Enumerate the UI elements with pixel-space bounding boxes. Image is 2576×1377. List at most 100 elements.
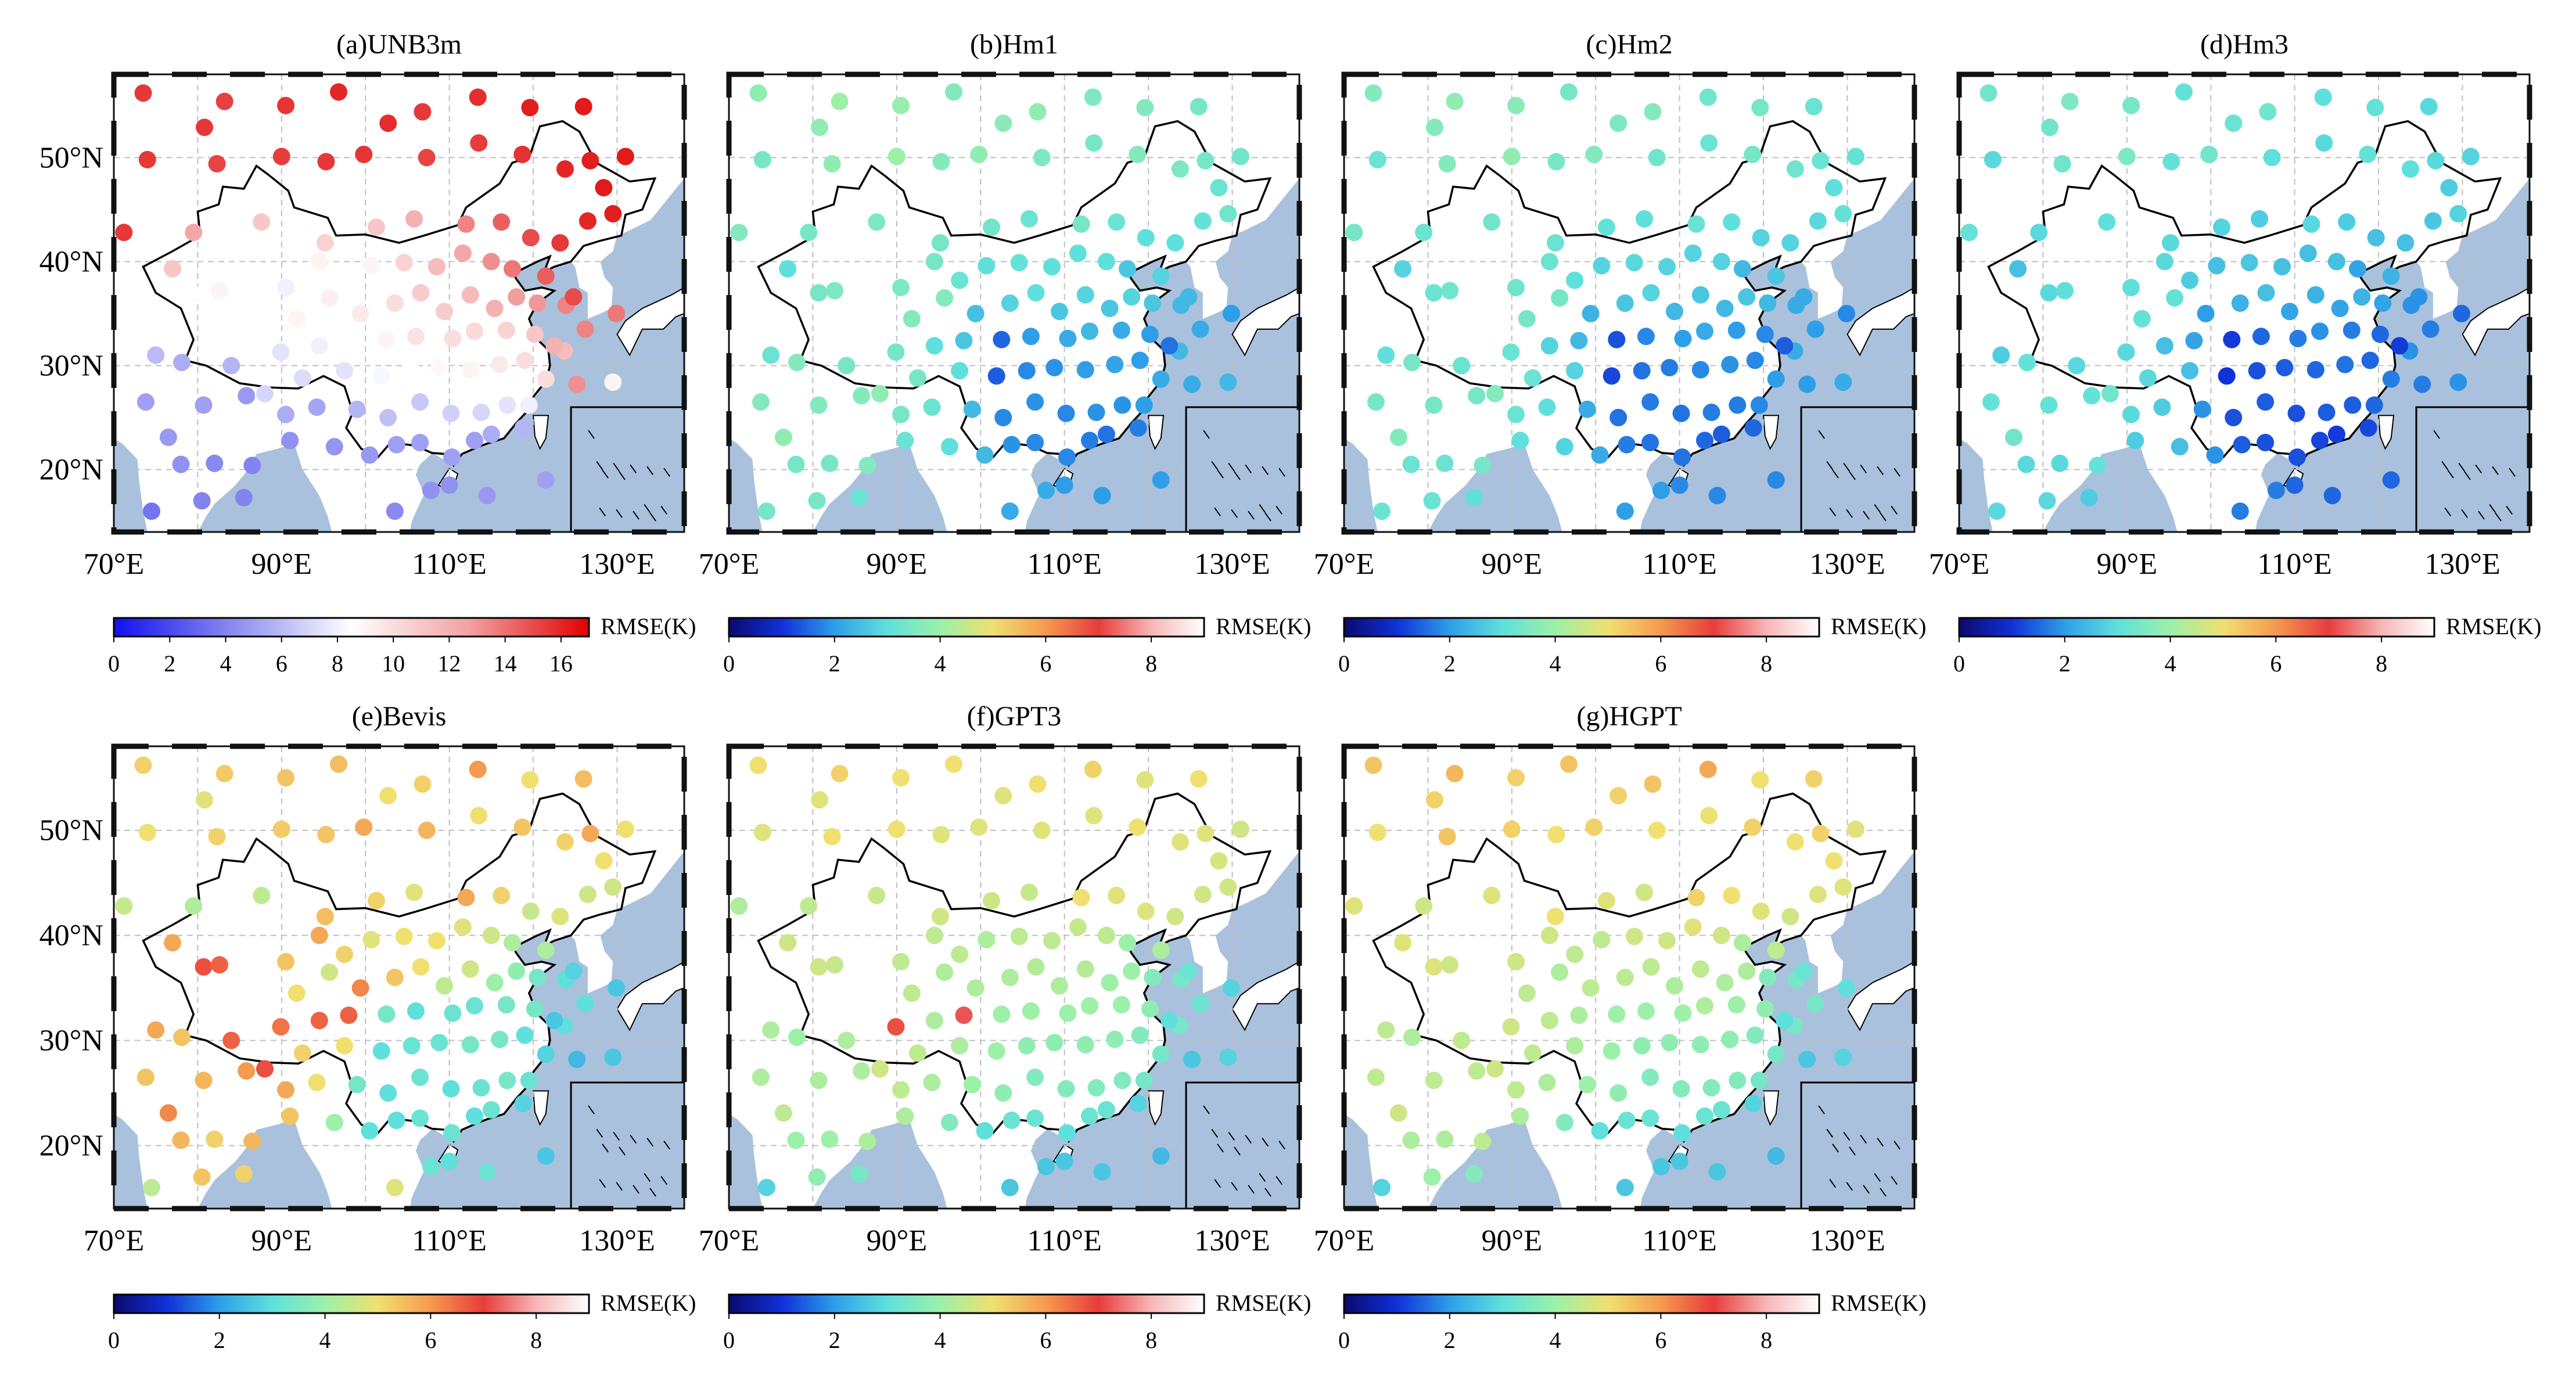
station-point: [1436, 454, 1454, 472]
station-point: [2083, 387, 2101, 405]
station-point: [185, 897, 203, 915]
inset-boundary-dash: [1832, 469, 1839, 479]
x-tick-label: 90°E: [1482, 548, 1543, 581]
station-point: [147, 346, 165, 364]
station-point: [1210, 179, 1228, 197]
station-point: [1670, 476, 1688, 494]
colorbar-tick-label: 6: [1655, 1327, 1666, 1353]
station-point: [945, 755, 962, 773]
station-point: [608, 979, 625, 997]
station-point: [1716, 300, 1734, 317]
station-point: [330, 755, 347, 773]
station-point: [1468, 1062, 1486, 1080]
map-body: [729, 74, 1299, 532]
station-point: [1027, 958, 1045, 976]
station-point: [1051, 977, 1068, 995]
station-point: [526, 1000, 544, 1018]
station-point: [461, 286, 479, 304]
station-point: [1684, 245, 1702, 262]
station-point: [256, 384, 274, 402]
station-point: [2462, 148, 2480, 166]
station-point: [871, 1060, 889, 1078]
station-point: [529, 969, 547, 986]
station-point: [1112, 321, 1130, 339]
inset-boundary-dash: [630, 464, 637, 474]
station-point: [1097, 425, 1115, 443]
station-point: [887, 1018, 905, 1036]
station-point: [436, 977, 453, 995]
inset-boundary-dash: [1874, 1173, 1881, 1182]
station-point: [774, 429, 792, 446]
station-point: [1511, 432, 1529, 450]
station-point: [1609, 409, 1627, 426]
station-point: [211, 282, 228, 300]
station-point: [235, 1165, 253, 1183]
colorbar-tick-label: 6: [425, 1327, 436, 1353]
colorbar-tick-label: 10: [382, 650, 405, 677]
station-point: [1018, 1037, 1036, 1055]
station-point: [1037, 1157, 1055, 1175]
sea-area: [1428, 443, 1562, 532]
station-point: [940, 1113, 958, 1131]
station-point: [1097, 253, 1115, 271]
station-point: [730, 224, 748, 242]
station-point: [556, 833, 574, 851]
x-tick-label: 110°E: [1027, 1224, 1102, 1257]
station-point: [1729, 1072, 1747, 1090]
station-point: [1059, 1004, 1077, 1022]
station-point: [2009, 260, 2027, 278]
station-point: [1750, 1072, 1768, 1090]
station-point: [498, 1072, 516, 1090]
colorbar-tick-label: 8: [1761, 650, 1772, 677]
station-point: [2080, 488, 2098, 506]
station-point: [1767, 941, 1785, 959]
station-point: [908, 1044, 926, 1062]
station-point: [482, 1101, 500, 1119]
station-point: [887, 343, 905, 361]
station-point: [993, 330, 1011, 348]
station-point: [411, 1109, 429, 1127]
station-point: [368, 218, 385, 236]
sea-area: [2043, 443, 2178, 532]
colorbar: [728, 617, 1205, 638]
station-point: [1666, 977, 1683, 995]
station-point: [272, 820, 290, 838]
station-point: [277, 769, 294, 787]
sea-area: [197, 443, 332, 532]
station-point: [466, 1107, 483, 1125]
station-point: [1734, 260, 1751, 278]
map-body: [1344, 74, 1914, 532]
station-point: [466, 432, 483, 450]
map-frame-dashes: [111, 71, 687, 535]
station-point: [1084, 88, 1102, 106]
inset-boundary-dash: [599, 1179, 606, 1188]
station-point: [336, 1037, 354, 1055]
station-point: [2257, 284, 2275, 302]
colorbar-tick-label: 16: [549, 650, 573, 677]
station-point: [2306, 361, 2324, 379]
map-panel: (d)Hm3 70°E 90°E 110°E 130°E RMSE(K) 0 2 4 6 8: [1929, 29, 2542, 677]
inset-boundary-dash: [630, 1134, 637, 1144]
station-point: [1658, 258, 1676, 276]
inset-boundary-dash: [1894, 1141, 1900, 1150]
colorbar-tick-label: 0: [108, 1327, 120, 1353]
station-point: [325, 438, 343, 456]
colorbar-tick-label: 4: [1550, 1327, 1561, 1353]
station-point: [967, 979, 985, 997]
station-point: [1795, 288, 1813, 306]
colorbar: [1958, 617, 2435, 638]
station-point: [595, 179, 613, 197]
station-point: [1474, 1132, 1492, 1151]
station-point: [1137, 903, 1155, 920]
station-point: [1641, 1068, 1659, 1086]
y-tick-label: 30°N: [39, 349, 103, 382]
station-point: [831, 92, 849, 110]
station-point: [461, 960, 479, 978]
station-point: [970, 145, 988, 163]
station-point: [1673, 1124, 1691, 1142]
station-point: [1696, 322, 1713, 340]
station-point: [2397, 234, 2415, 252]
station-point: [2314, 88, 2332, 106]
station-point: [2233, 436, 2251, 454]
station-point: [403, 1037, 421, 1055]
